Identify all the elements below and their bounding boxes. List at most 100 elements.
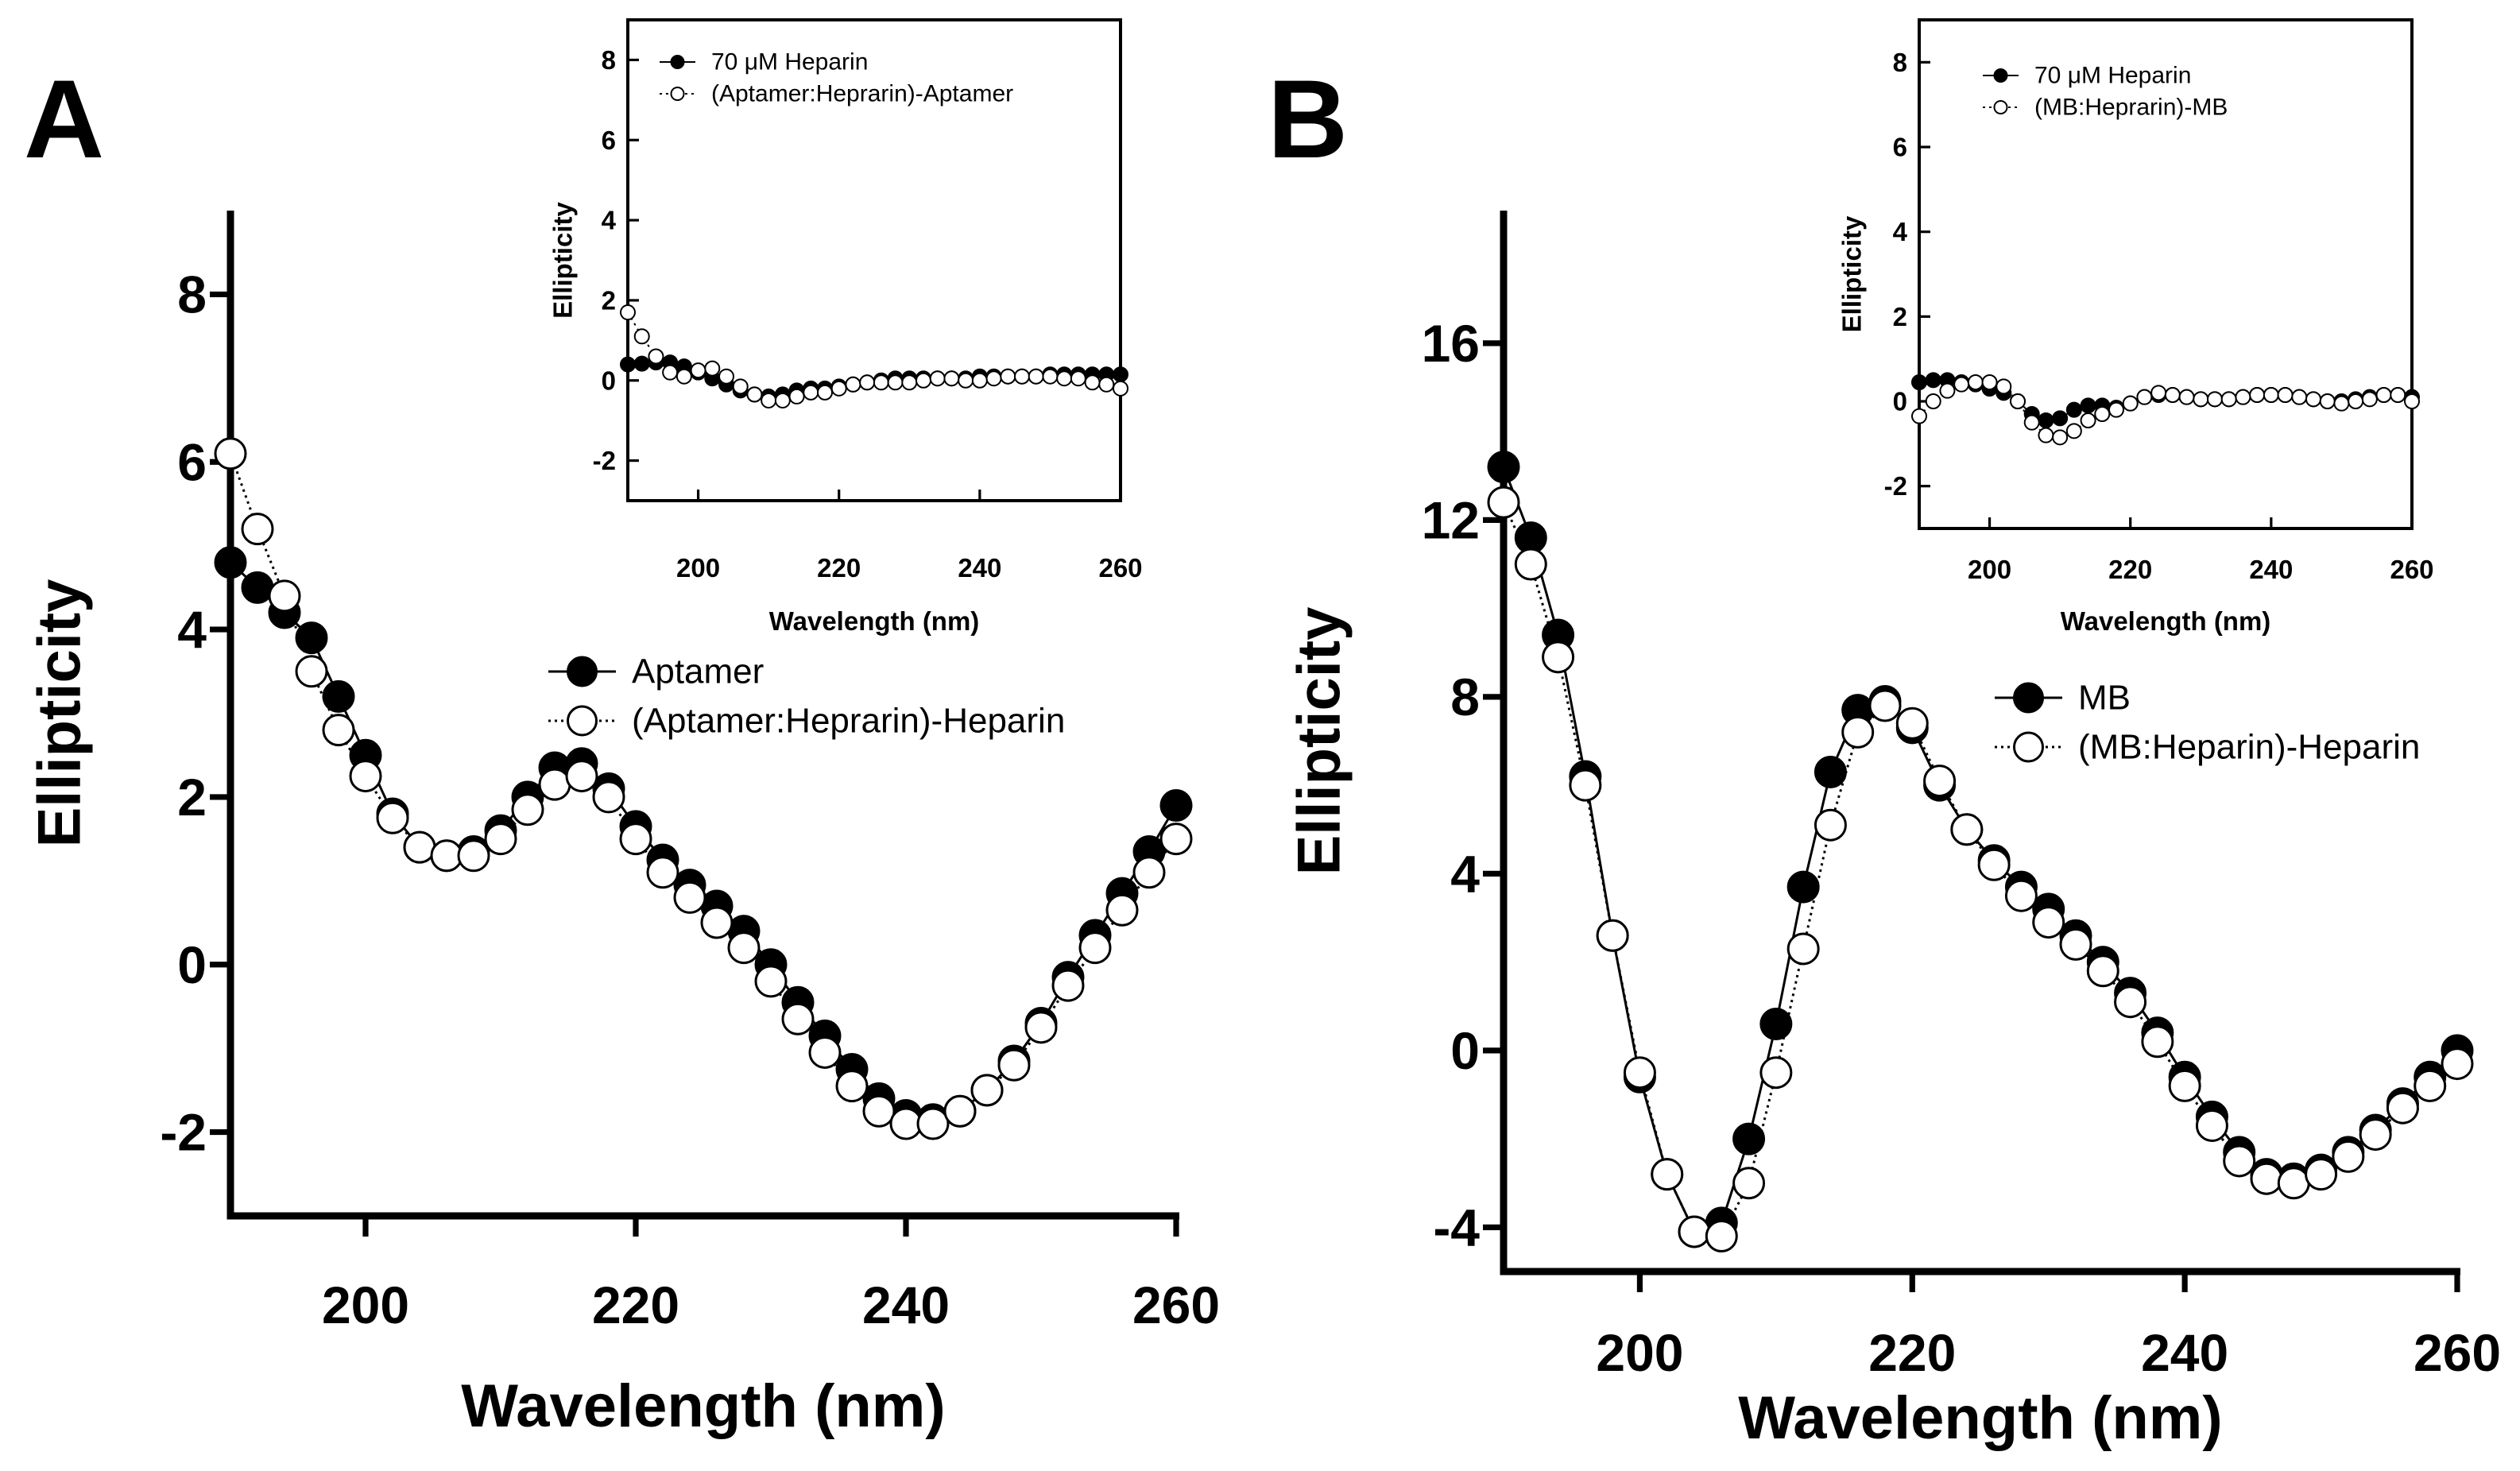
y-tick-label: -4 [1433, 1198, 1480, 1256]
data-point-open [1024, 1011, 1058, 1044]
legend-marker [1993, 100, 2008, 114]
y-tick-label: 4 [177, 600, 207, 659]
data-point-open [675, 368, 692, 385]
data-point-open [817, 384, 833, 401]
data-point-open [873, 374, 889, 391]
data-point-open [646, 856, 679, 889]
data-point-open [1132, 856, 1166, 889]
y-tick-label: 12 [1422, 490, 1480, 549]
data-point-open [2023, 414, 2040, 431]
data-point-open [1678, 1215, 1711, 1248]
y-tick-label: 8 [1893, 48, 1907, 77]
legend-label: Aptamer [632, 652, 764, 691]
data-point-filled [2080, 397, 2096, 414]
x-tick-label: 200 [1968, 555, 2011, 584]
data-point-open [592, 780, 625, 814]
data-point-filled [1911, 374, 1927, 390]
data-point-open [803, 384, 819, 401]
data-point-open [718, 368, 734, 385]
data-point-open [2361, 391, 2378, 408]
data-point-open [835, 1070, 869, 1103]
data-point-filled [2065, 401, 2082, 418]
data-point-open [349, 760, 382, 793]
data-point-open [2108, 401, 2124, 418]
legend-marker [567, 705, 598, 737]
data-point-open [322, 714, 355, 747]
data-point-open [1705, 1220, 1738, 1252]
data-point-open [1000, 368, 1016, 385]
x-tick-label: 220 [1868, 1323, 1956, 1382]
data-point-open [1868, 689, 1902, 722]
y-tick-label: 16 [1422, 314, 1480, 373]
data-point-open [2038, 427, 2054, 443]
data-point-open [2195, 1109, 2228, 1142]
x-tick-label: 260 [1098, 553, 1142, 583]
data-point-open [2122, 395, 2139, 412]
data-point-open [241, 513, 274, 546]
data-point-filled [620, 356, 636, 373]
data-point-open [1841, 715, 1875, 749]
data-point-open [1981, 374, 1998, 390]
data-point-open [704, 360, 721, 377]
data-point-open [889, 1107, 923, 1140]
legend-marker [2013, 682, 2044, 714]
legend-marker [2013, 731, 2044, 763]
data-point-open [1028, 368, 1044, 385]
data-point-open [1078, 931, 1112, 965]
data-point-open [2086, 954, 2119, 988]
data-point-open [430, 839, 463, 873]
panel-a-main-chart: 200 220 240 260 -2 0 2 4 6 8 Wavelength (nm) Ellipt… [26, 211, 1220, 1440]
data-point-open [457, 839, 490, 873]
data-point-open [2386, 1091, 2419, 1125]
data-point-open [1596, 919, 1629, 952]
data-point-open [214, 437, 247, 470]
y-tick-label: 4 [602, 206, 617, 235]
data-point-open [2150, 385, 2167, 401]
data-point-open [565, 760, 598, 793]
data-point-filled [1759, 1008, 1793, 1040]
data-point-open [2348, 393, 2364, 409]
inset-frame [626, 18, 1122, 502]
x-tick-label: 220 [2108, 555, 2152, 584]
data-point-open [808, 1036, 842, 1069]
data-point-filled [241, 571, 274, 604]
data-point-open [1977, 848, 2011, 881]
data-point-open [746, 386, 763, 403]
x-tick-label: 200 [1596, 1323, 1683, 1382]
data-point-open [2291, 389, 2308, 405]
legend-marker [670, 87, 685, 101]
data-point-open [1995, 378, 2012, 395]
data-point-open [2375, 387, 2392, 403]
data-point-filled [1925, 372, 1941, 389]
data-point-open [538, 768, 571, 801]
data-point-open [2141, 1025, 2174, 1059]
data-point-open [2032, 906, 2065, 939]
data-point-open [1950, 813, 1984, 846]
data-point-open [971, 372, 988, 389]
data-point-open [1732, 1167, 1766, 1200]
x-axis-title: Wavelength (nm) [769, 606, 980, 636]
y-tick-label: 0 [177, 935, 207, 994]
legend-label: (MB:Heparin)-Heparin [2078, 728, 2420, 767]
data-point-open [830, 380, 847, 397]
data-point-open [376, 801, 409, 834]
data-point-open [2065, 423, 2082, 439]
data-point-open [2249, 387, 2266, 403]
data-point-open [2277, 1167, 2310, 1200]
data-point-open [754, 965, 788, 998]
data-point-filled [322, 679, 355, 713]
data-point-open [1911, 408, 1927, 424]
panel-label-b: B [1268, 56, 1348, 181]
data-point-open [2178, 389, 2195, 405]
data-point-open [2359, 1118, 2392, 1152]
data-point-open [484, 823, 517, 856]
data-point-open [732, 378, 749, 395]
data-point-open [1759, 1056, 1793, 1090]
data-point-open [1925, 393, 1941, 409]
x-tick-label: 240 [862, 1276, 950, 1334]
data-point-filled [214, 546, 247, 579]
data-point-open [2414, 1069, 2447, 1102]
y-tick-label: 6 [177, 432, 207, 491]
data-point-open [1014, 368, 1030, 385]
